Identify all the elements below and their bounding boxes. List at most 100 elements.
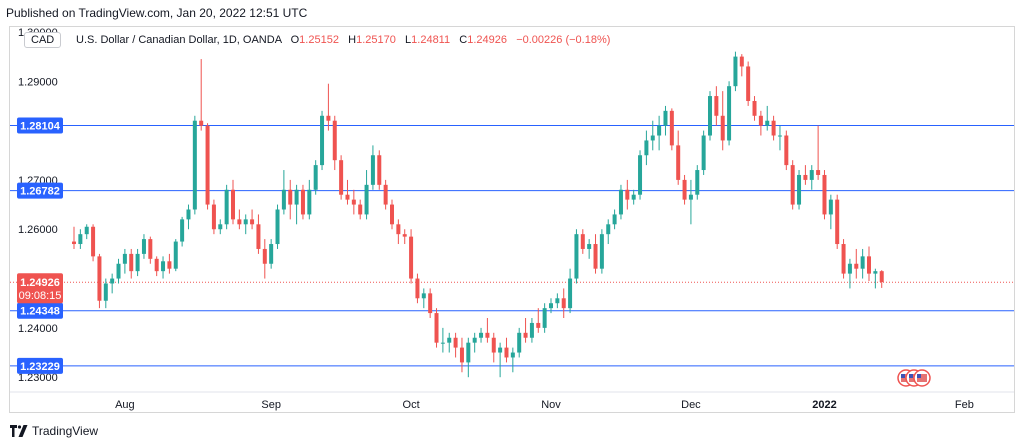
candle-body	[135, 253, 140, 272]
low-label: L	[405, 34, 412, 46]
high-label: H	[348, 34, 357, 46]
candle-body	[288, 189, 293, 205]
candle-body	[568, 278, 573, 309]
candle-body	[440, 342, 445, 344]
candle-body	[841, 244, 846, 274]
candle-body	[409, 236, 414, 279]
candle-body	[358, 204, 363, 215]
candle-body	[860, 256, 865, 269]
candle-body	[472, 337, 477, 343]
candle-body	[122, 253, 127, 264]
candle-body	[250, 219, 255, 225]
candle-body	[498, 347, 503, 353]
candle-body	[485, 332, 490, 338]
ohlc-legend: U.S. Dollar / Canadian Dollar, 1D, OANDA…	[76, 34, 610, 46]
tradingview-logo-icon	[10, 425, 28, 437]
level-label-box	[17, 357, 63, 374]
y-tick-label: 1.26000	[18, 224, 58, 236]
level-label: 1.23229	[20, 361, 60, 373]
candle-body	[84, 226, 89, 235]
candle-body	[504, 347, 509, 358]
candle-body	[676, 145, 681, 180]
candle-body	[574, 234, 579, 279]
candle-body	[771, 120, 776, 136]
candle-body	[237, 219, 242, 225]
flag-canton-icon	[901, 374, 905, 378]
close-label: C	[459, 34, 468, 46]
candle-body	[828, 199, 833, 215]
candle-body	[631, 194, 636, 200]
x-tick-label: Sep	[261, 399, 281, 411]
candle-body	[148, 239, 153, 259]
candle-body	[720, 115, 725, 141]
candle-body	[542, 308, 547, 328]
candle-body	[733, 56, 738, 87]
candle-body	[231, 189, 235, 220]
candle-body	[307, 189, 312, 215]
candle-body	[580, 234, 585, 249]
candle-body	[415, 278, 420, 299]
candle-body	[211, 204, 216, 230]
candle-body	[332, 120, 337, 161]
flag-canton-icon	[909, 374, 913, 378]
candle-body	[638, 155, 643, 195]
candle-body	[91, 226, 96, 257]
candle-body	[383, 184, 388, 205]
candle-body	[752, 100, 757, 116]
x-tick-label: Oct	[403, 399, 420, 411]
level-label: 1.26782	[20, 186, 60, 198]
candle-body	[612, 214, 617, 225]
candle-body	[625, 189, 630, 200]
candle-body	[517, 332, 522, 353]
symbol-badge[interactable]: CAD	[24, 32, 62, 48]
flag-canton-icon	[917, 374, 921, 378]
candle-body	[339, 160, 344, 195]
chart-frame	[9, 26, 1015, 413]
candle-body	[644, 140, 649, 156]
candle-body	[167, 261, 172, 269]
open-label: O	[290, 34, 300, 46]
x-tick-label: 2022	[812, 399, 836, 411]
level-label: 1.28104	[20, 120, 61, 132]
candle-body	[173, 241, 178, 269]
candle-body	[345, 194, 350, 200]
candle-body	[682, 179, 687, 200]
candle-body	[141, 239, 146, 254]
flag-stripes-icon	[917, 374, 927, 382]
candle-body	[714, 96, 719, 116]
candle-body	[402, 234, 407, 237]
candle-body	[243, 219, 248, 225]
candle-body	[790, 165, 795, 205]
y-tick-label: 1.29000	[18, 76, 58, 88]
candle-body	[765, 120, 770, 126]
candle-body	[758, 115, 763, 126]
candle-body	[606, 224, 611, 235]
candle-body	[294, 189, 299, 205]
candle-body	[256, 224, 261, 249]
candle-body	[879, 271, 884, 283]
candle-body	[421, 293, 426, 299]
candle-body	[593, 244, 598, 269]
candle-body	[549, 303, 553, 309]
level-label-box	[17, 302, 63, 319]
candle-body	[377, 155, 382, 185]
candle-body	[116, 263, 121, 279]
candle-body	[688, 194, 693, 200]
candle-body	[205, 125, 210, 205]
x-tick-label: Feb	[955, 399, 974, 411]
candle-body	[364, 184, 369, 215]
candle-body	[727, 86, 732, 141]
candle-body	[657, 125, 662, 136]
current-price-box	[17, 273, 63, 304]
candle-body	[313, 165, 318, 190]
footer: TradingView	[10, 424, 98, 438]
candle-body	[390, 204, 394, 225]
candle-body	[396, 224, 401, 235]
candle-body	[867, 256, 871, 274]
candle-body	[797, 174, 802, 205]
candle-body	[536, 322, 541, 328]
candle-body	[466, 342, 471, 363]
candle-body	[129, 253, 134, 272]
candle-body	[218, 224, 223, 230]
